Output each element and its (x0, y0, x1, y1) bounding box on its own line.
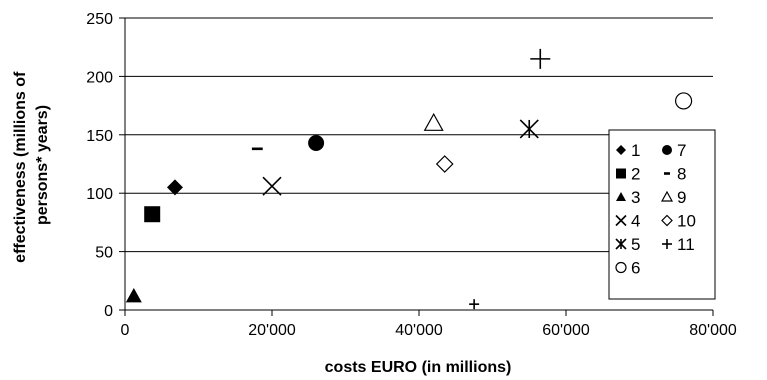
y-tick-label: 0 (104, 303, 113, 320)
data-point-3 (125, 287, 142, 303)
data-point-9 (423, 112, 444, 131)
data-point-extra (469, 299, 480, 310)
tick-labels: 0 50 100 150 200 250 0 20'000 40'000 60'000 80'000 (86, 11, 737, 339)
data-point-6 (674, 92, 693, 110)
x-tick-label: 0 (121, 322, 130, 339)
legend-box (608, 129, 716, 300)
y-tick-label: 100 (86, 186, 113, 203)
y-tick-label: 50 (95, 245, 113, 262)
legend-marker-6 (615, 261, 627, 274)
x-axis-title: costs EURO (in millions) (325, 359, 512, 376)
legend-label-4: 4 (631, 212, 640, 231)
x-tick-label: 40'000 (395, 322, 443, 339)
legend-label-5: 5 (631, 235, 640, 254)
x-tick-label: 60'000 (542, 322, 590, 339)
x-tick-label: 80'000 (689, 322, 737, 339)
data-point-1 (166, 179, 183, 196)
data-point-5 (519, 119, 539, 139)
legend-label-10: 10 (677, 212, 696, 231)
legend-label-8: 8 (677, 165, 686, 184)
data-point-4 (262, 176, 282, 196)
data-point-7 (308, 134, 325, 151)
legend-marker-5 (615, 238, 627, 250)
y-axis-title: effectiveness (millions of persons* year… (12, 67, 51, 263)
legend-marker-7 (662, 145, 672, 155)
legend-marker-9 (660, 190, 674, 202)
legend-marker-11 (662, 239, 672, 249)
data-point-10 (435, 155, 454, 173)
y-axis-title-line-1: effectiveness (millions of (12, 71, 29, 263)
legend-marker-4 (615, 214, 627, 227)
legend-marker-2 (616, 168, 626, 179)
data-point-11 (530, 48, 551, 69)
legend: 1 2 3 4 5 6 7 8 9 10 11 (608, 129, 716, 300)
legend-label-3: 3 (631, 188, 640, 207)
y-tick-label: 200 (86, 69, 113, 86)
y-tick-label: 150 (86, 128, 113, 145)
y-axis-title-line-2: persons* years) (34, 105, 51, 225)
legend-label-1: 1 (631, 141, 640, 160)
x-tick-label: 20'000 (248, 322, 296, 339)
axes (119, 17, 714, 316)
legend-label-11: 11 (677, 235, 695, 254)
legend-label-2: 2 (631, 165, 640, 184)
data-point-2 (144, 206, 161, 223)
data-points (125, 48, 693, 310)
legend-marker-1 (616, 145, 626, 155)
legend-label-9: 9 (677, 188, 686, 207)
legend-marker-3 (616, 192, 626, 201)
legend-label-6: 6 (631, 259, 640, 278)
legend-marker-10 (661, 214, 673, 227)
legend-label-7: 7 (677, 141, 686, 160)
y-tick-label: 250 (86, 11, 113, 28)
